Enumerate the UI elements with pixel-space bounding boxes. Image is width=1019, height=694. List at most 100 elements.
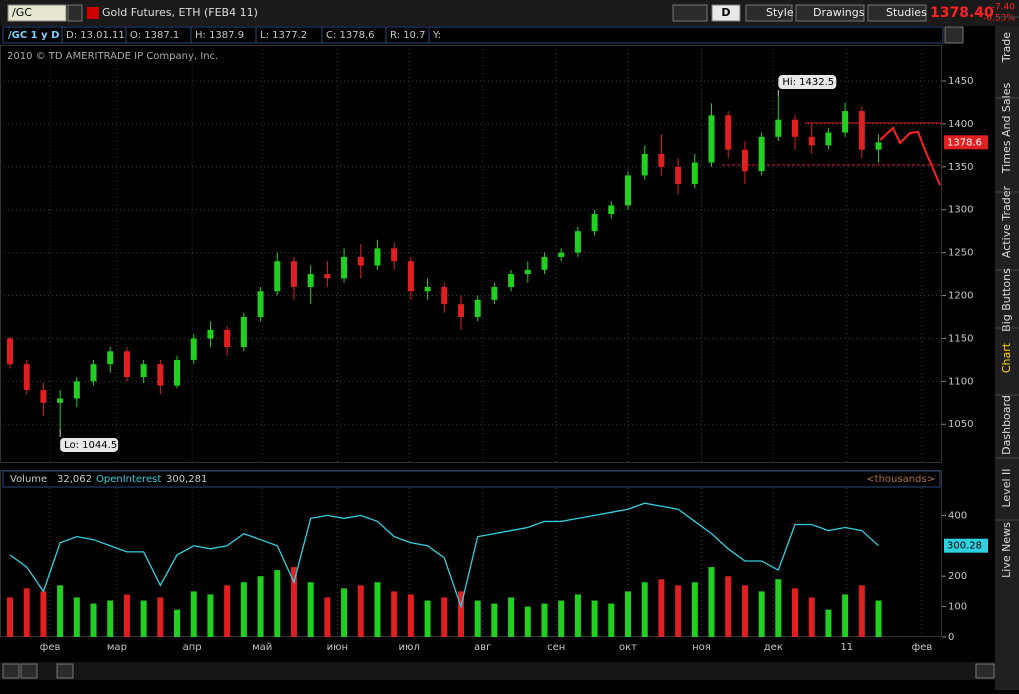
volume-bar — [7, 597, 14, 637]
volume-bar — [808, 597, 815, 637]
candle-body — [290, 261, 297, 287]
volume-bar — [290, 567, 297, 637]
candle-body — [123, 351, 130, 378]
candle-body — [357, 256, 364, 266]
button-label[interactable]: Style — [766, 6, 794, 19]
candle-body — [157, 364, 164, 386]
x-tick-label: май — [252, 642, 272, 653]
volume-bar — [541, 603, 548, 637]
candle-body — [842, 111, 849, 133]
candle-body — [57, 398, 64, 403]
candle-body — [491, 286, 498, 300]
units: <thousands> — [866, 474, 935, 485]
candle-body — [474, 299, 481, 317]
sidebar-tab[interactable]: Live News — [1000, 522, 1013, 578]
volume-bar — [875, 600, 882, 637]
symbol-flag — [87, 7, 99, 19]
sidebar-tab[interactable]: Dashboard — [1000, 395, 1013, 455]
y-tick-label: 400 — [948, 510, 967, 521]
sidebar-tab[interactable]: Level II — [1000, 468, 1013, 507]
sidebar-tab[interactable]: Trade — [1000, 32, 1013, 63]
candle-body — [574, 231, 581, 253]
symbol[interactable]: /GC — [12, 6, 32, 19]
candle-body — [524, 269, 531, 275]
button-label[interactable]: Studies — [886, 6, 927, 19]
symbol-box[interactable] — [7, 4, 67, 22]
symbol-dropdown[interactable] — [67, 4, 83, 22]
zoom-out[interactable] — [2, 663, 20, 679]
volume-bar — [57, 585, 64, 637]
volume-bar — [207, 594, 214, 637]
button-label[interactable]: Drawings — [813, 6, 865, 19]
candle-body — [858, 111, 865, 150]
sidebar-tab[interactable]: Chart — [1000, 342, 1013, 373]
x-tick-label: окт — [619, 642, 637, 653]
sidebar-tab[interactable]: Active Trader — [1000, 185, 1013, 258]
candle-body — [307, 274, 314, 287]
currency[interactable] — [56, 663, 74, 679]
volume-title: Volume — [10, 474, 47, 485]
chart-settings[interactable] — [944, 26, 964, 44]
info-bar — [2, 26, 944, 44]
drawings-button[interactable] — [795, 4, 865, 22]
candle-body — [391, 248, 398, 262]
oi-line — [9, 502, 879, 609]
volume-bar — [741, 585, 748, 637]
projection-arrow — [879, 126, 941, 186]
candle-body — [792, 119, 799, 137]
studies-button[interactable] — [867, 4, 927, 22]
candle-body — [808, 136, 815, 146]
candle-body — [174, 359, 181, 386]
zoom-in[interactable] — [20, 663, 38, 679]
volume-bar — [174, 609, 181, 637]
y-tick-label: 100 — [948, 602, 967, 613]
candle-body — [240, 316, 247, 348]
volume-bar — [675, 585, 682, 637]
candle-body — [424, 286, 431, 292]
style-button[interactable] — [745, 4, 793, 22]
sidebar-tab[interactable]: Times And Sales — [1000, 83, 1013, 175]
tool-buttons[interactable] — [672, 4, 708, 22]
sidebar — [995, 26, 1019, 690]
info-field: D: 13.01.11 — [66, 30, 125, 41]
info-field: H: 1387.9 — [195, 30, 244, 41]
callout-box — [778, 75, 837, 90]
volume-bar — [508, 597, 515, 637]
info-field: R: 10.7 — [390, 30, 425, 41]
oi-value: 300,281 — [166, 474, 207, 485]
aggregation-button[interactable] — [711, 4, 741, 22]
candle-body — [224, 329, 231, 348]
volume-bar — [257, 576, 264, 637]
volume-bar — [691, 582, 698, 637]
y-tick-label: 1150 — [948, 333, 973, 344]
change: -7.40 — [992, 3, 1016, 13]
candle-body — [825, 132, 832, 146]
price-panel — [0, 45, 942, 463]
volume-bar — [40, 591, 47, 637]
volume-bar — [825, 609, 832, 637]
x-tick-label: 11 — [840, 642, 853, 653]
volume-bar — [341, 588, 348, 637]
aggregation[interactable]: D — [721, 6, 730, 19]
description: Gold Futures, ETH (FEB4 11) — [102, 6, 258, 19]
candle-body — [658, 153, 665, 167]
candle-body — [675, 166, 682, 184]
last-price-label: 1378.6 — [947, 137, 982, 148]
candle-body — [40, 389, 47, 403]
volume-bar — [625, 591, 631, 637]
candle-body — [691, 162, 698, 184]
candle-body — [558, 252, 565, 257]
expand[interactable] — [975, 663, 995, 679]
candle-body — [324, 274, 331, 279]
y-tick-label: 1050 — [948, 419, 973, 430]
last-price-box — [944, 135, 988, 150]
volume-bar — [792, 588, 799, 637]
volume-bar — [842, 594, 849, 637]
scrollbar[interactable] — [0, 662, 995, 680]
sidebar-tab[interactable]: Big Buttons — [1000, 268, 1013, 332]
volume-bar — [725, 576, 732, 637]
volume-bar — [374, 582, 381, 637]
volume-bar — [708, 567, 715, 637]
candle-body — [407, 261, 414, 292]
